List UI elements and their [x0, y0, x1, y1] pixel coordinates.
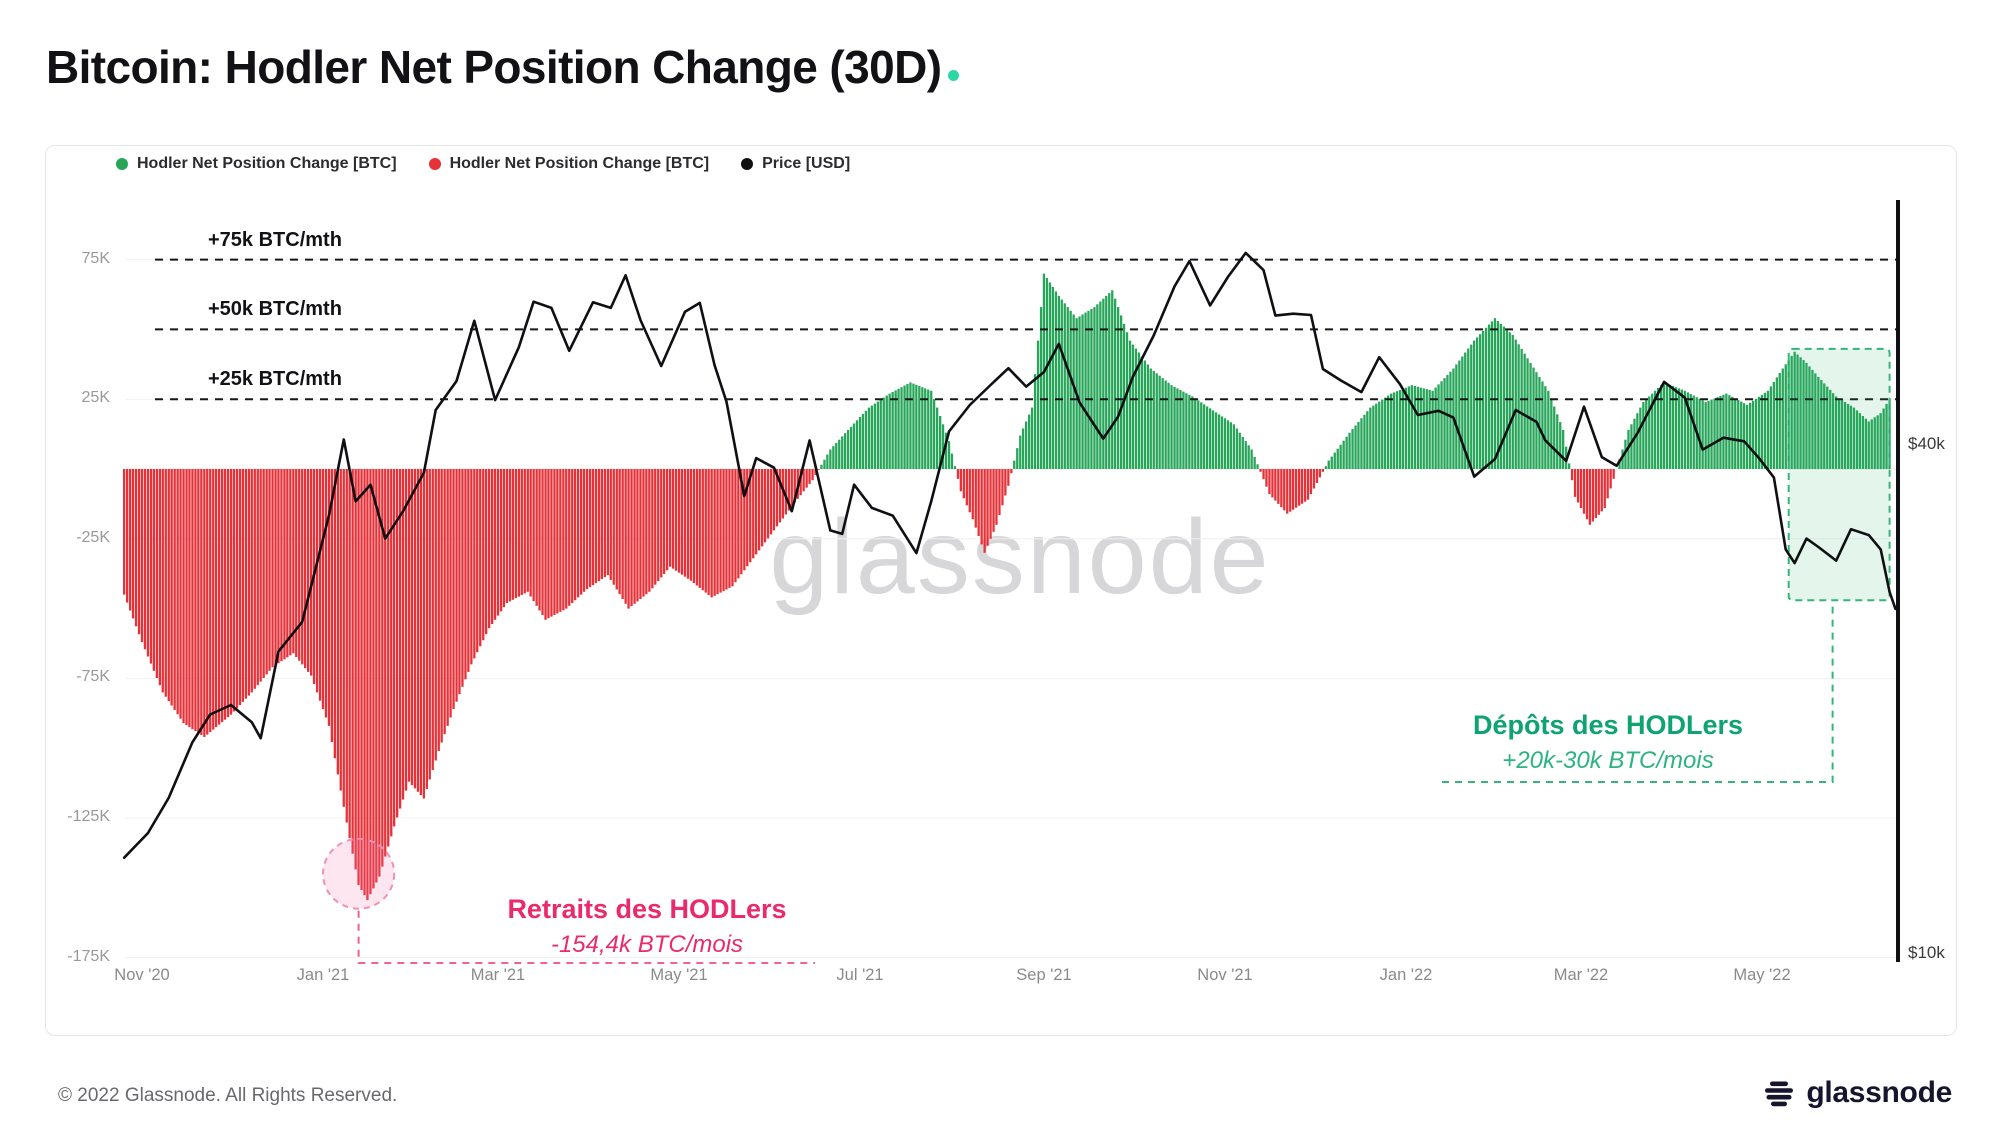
legend-label: Hodler Net Position Change [BTC] [449, 155, 710, 172]
price-line [122, 251, 1897, 859]
brand-logo-text: glassnode [1806, 1076, 1952, 1109]
withdrawals-annotation-subtitle: -154,4k BTC/mois [550, 931, 744, 958]
deposits-highlight-box [1787, 347, 1891, 602]
page-title-text: Bitcoin: Hodler Net Position Change (30D… [46, 41, 942, 93]
deposits-annotation-title: Dépôts des HODLers [1472, 710, 1744, 740]
withdrawals-annotation: Retraits des HODLers -154,4k BTC/mois [447, 894, 847, 959]
legend-item-hodler-negative[interactable]: Hodler Net Position Change [BTC] [428, 155, 710, 173]
legend-label: Hodler Net Position Change [BTC] [137, 155, 397, 172]
footer-copyright: © 2022 Glassnode. All Rights Reserved. [58, 1085, 398, 1106]
legend-label: Price [USD] [762, 155, 851, 172]
withdrawals-circle [322, 837, 396, 910]
brand-logo: glassnode [1762, 1076, 1952, 1110]
legend-dot-black [741, 158, 754, 170]
hodler-net-position-bars [123, 273, 1891, 901]
deposits-annotation: Dépôts des HODLers +20k-30k BTC/mois [1408, 710, 1808, 775]
withdrawals-connector [357, 910, 815, 964]
glassnode-sphere-icon [1765, 1081, 1794, 1107]
legend-dot-red [428, 158, 441, 170]
deposits-annotation-subtitle: +20k-30k BTC/mois [1502, 747, 1714, 774]
deposits-connector [1442, 602, 1834, 783]
legend-item-hodler-positive[interactable]: Hodler Net Position Change [BTC] [116, 155, 397, 173]
chart-legend: Hodler Net Position Change [BTC] Hodler … [116, 155, 850, 173]
threshold-lines [155, 258, 1898, 401]
withdrawals-annotation-title: Retraits des HODLers [507, 894, 787, 924]
legend-dot-green [116, 158, 128, 170]
title-accent-dot [948, 70, 960, 81]
page-title: Bitcoin: Hodler Net Position Change (30D… [46, 40, 960, 94]
glassnode-watermark: glassnode [769, 498, 1271, 616]
legend-item-price[interactable]: Price [USD] [741, 155, 850, 173]
